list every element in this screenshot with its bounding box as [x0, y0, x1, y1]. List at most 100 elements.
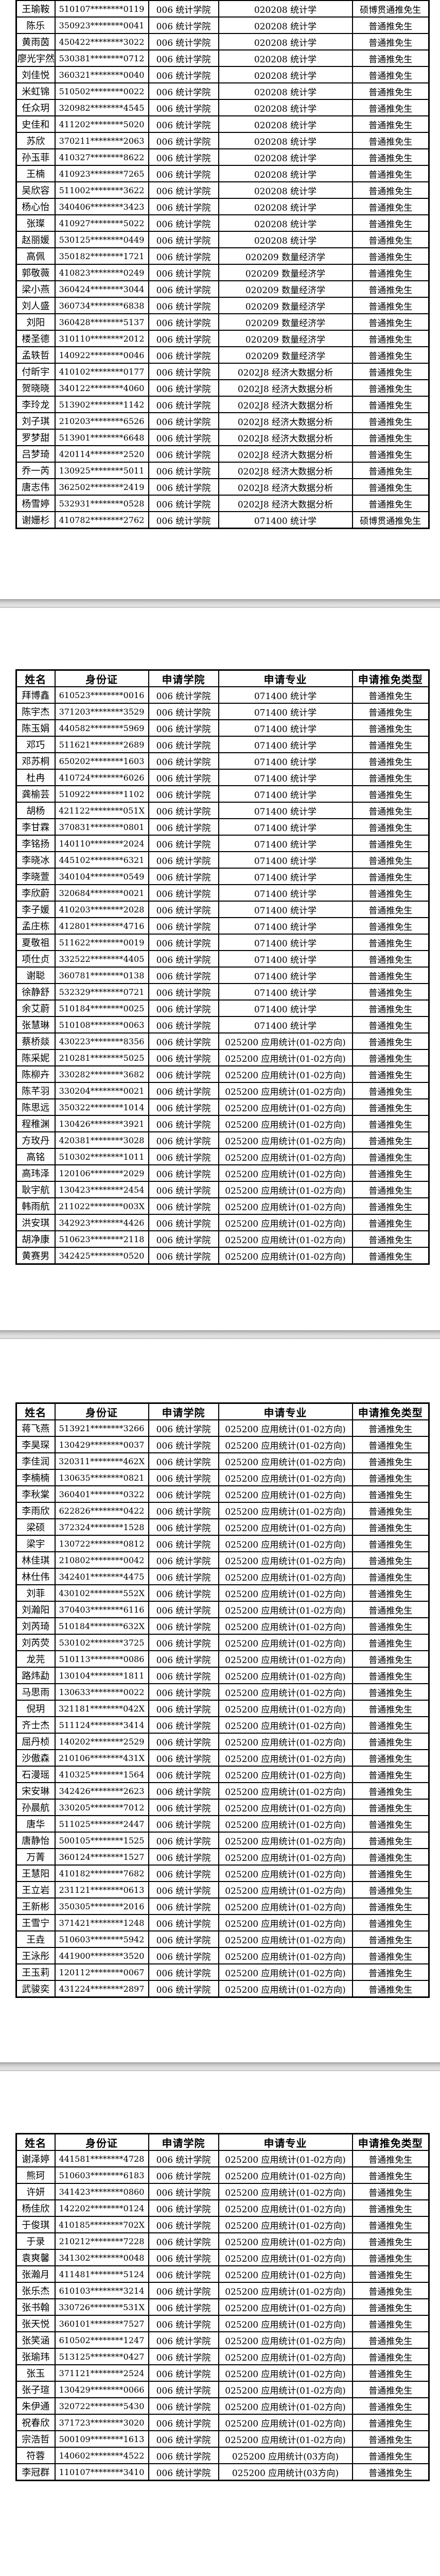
- name-cell: 方玫丹: [15, 1131, 56, 1149]
- major-cell: 025200 应用统计(01-02方向): [218, 1502, 353, 1519]
- college-cell: 006 统计学院: [148, 379, 219, 397]
- id-number-cell: 440582********5969: [54, 719, 149, 737]
- id-number-cell: 350322********1014: [54, 1098, 149, 1116]
- name-cell: 张笑涵: [15, 2331, 56, 2349]
- exemption-type-cell: 普通推免生: [351, 478, 430, 496]
- college-cell: 006 统计学院: [148, 752, 219, 770]
- college-cell: 006 统计学院: [148, 983, 219, 1001]
- major-cell: 020209 数量经济学: [218, 313, 353, 331]
- exemption-type-cell: 普通推免生: [351, 2183, 430, 2200]
- major-cell: 071400 统计学: [218, 785, 353, 803]
- major-cell: 025200 应用统计(01-02方向): [218, 2430, 353, 2448]
- exemption-type-cell: 普通推免生: [351, 736, 430, 753]
- major-cell: 025200 应用统计(01-02方向): [218, 1065, 353, 1083]
- name-cell: 孙晨航: [15, 1799, 56, 1816]
- exemption-type-cell: 普通推免生: [351, 1865, 430, 1882]
- exemption-type-cell: 普通推免生: [351, 1881, 430, 1899]
- college-cell: 006 统计学院: [148, 736, 219, 753]
- major-cell: 025200 应用统计(03方向): [218, 2463, 353, 2481]
- table-row: 谢聪 360781********0138 006 统计学院 071400 统计学 普通…: [15, 967, 430, 984]
- college-cell: 006 统计学院: [148, 346, 219, 364]
- name-cell: 付昕宇: [15, 363, 56, 380]
- college-cell: 006 统计学院: [148, 2430, 219, 2448]
- college-cell: 006 统计学院: [148, 1584, 219, 1602]
- table-row: 刘阳 360428********5137 006 统计学院 020209 数量经济学…: [15, 313, 430, 331]
- id-number-cell: 142202********0124: [54, 2199, 149, 2217]
- exemption-type-cell: 普通推免生: [351, 802, 430, 819]
- college-cell: 006 统计学院: [148, 0, 219, 18]
- major-cell: 020208 统计学: [218, 115, 353, 133]
- id-number-cell: 362502********2419: [54, 478, 149, 496]
- column-header-id-number-cell: 身份证: [54, 1402, 149, 1420]
- college-cell: 006 统计学院: [148, 1131, 219, 1149]
- name-cell: 于俊琪: [15, 2216, 56, 2233]
- exemption-type-cell: 普通推免生: [351, 346, 430, 364]
- college-cell: 006 统计学院: [148, 703, 219, 720]
- table-row: 倪玥 321181********042X 006 统计学院 025200 应用统计(…: [15, 1700, 430, 1717]
- table-row: 张慧琳 510108********0063 006 统计学院 071400 统计学普…: [15, 1016, 430, 1033]
- college-cell: 006 统计学院: [148, 2282, 219, 2299]
- exemption-type-cell: 普通推免生: [351, 429, 430, 446]
- table-row: 王玉莉 120112********0067 006 统计学院 025200 应用统计…: [15, 1963, 430, 1981]
- major-cell: 0202J8 经济大数据分析: [218, 396, 353, 413]
- name-cell: 李子媛: [15, 901, 56, 918]
- major-cell: 071400 统计学: [218, 736, 353, 753]
- id-number-cell: 140602********4522: [54, 2447, 149, 2464]
- id-number-cell: 441900********3520: [54, 1947, 149, 1964]
- id-number-cell: 320311********462X: [54, 1452, 149, 1470]
- id-number-cell: 450422********3022: [54, 33, 149, 50]
- exemption-type-cell: 普通推免生: [351, 2414, 430, 2431]
- table-row: 龙芫 510113********0086 006 统计学院 025200 应用统计(…: [15, 1650, 430, 1668]
- exemption-type-cell: 普通推免生: [351, 181, 430, 199]
- name-cell: 李昊琛: [15, 1436, 56, 1453]
- major-cell: 071400 统计学: [218, 703, 353, 720]
- table-row: 郭敬薇 410823********0249 006 统计学院 020209 数量经济…: [15, 264, 430, 281]
- major-cell: 071400 统计学: [218, 983, 353, 1001]
- id-number-cell: 371121********2524: [54, 2364, 149, 2382]
- table-row: 孙晨航 330205********7012 006 统计学院 025200 应用统计…: [15, 1799, 430, 1816]
- name-cell: 张瀚月: [15, 2265, 56, 2283]
- college-cell: 006 统计学院: [148, 1634, 219, 1651]
- major-cell: 025200 应用统计(01-02方向): [218, 1247, 353, 1265]
- college-cell: 006 统计学院: [148, 363, 219, 380]
- name-cell: 陈玉娟: [15, 719, 56, 737]
- college-cell: 006 统计学院: [148, 1865, 219, 1882]
- major-cell: 025200 应用统计(01-02方向): [218, 1650, 353, 1668]
- table-row: 李雨欣 622826********0422 006 统计学院 025200 应用统计…: [15, 1502, 430, 1519]
- exemption-type-cell: 普通推免生: [351, 1247, 430, 1265]
- exemption-type-cell: 普通推免生: [351, 835, 430, 852]
- table-row: 梁小燕 360424********3044 006 统计学院 020209 数量经济…: [15, 280, 430, 298]
- table-row: 杨佳欣 142202********0124 006 统计学院 025200 应用统计…: [15, 2199, 430, 2217]
- table-row: 王瑜鞍 510107********0119 006 统计学院 020208 统计学硕…: [15, 0, 430, 18]
- college-cell: 006 统计学院: [148, 1930, 219, 1948]
- major-cell: 071400 统计学: [218, 511, 353, 529]
- major-cell: 025200 应用统计(01-02方向): [218, 1782, 353, 1800]
- table-row: 许妍 341423********0860 006 统计学院 025200 应用统计(…: [15, 2183, 430, 2200]
- exemption-type-cell: 普通推免生: [351, 983, 430, 1001]
- college-cell: 006 统计学院: [148, 2232, 219, 2250]
- id-number-cell: 130423********2454: [54, 1181, 149, 1198]
- id-number-cell: 370403********6116: [54, 1601, 149, 1618]
- major-cell: 025200 应用统计(01-02方向): [218, 1551, 353, 1569]
- name-cell: 李欣蔚: [15, 884, 56, 902]
- major-cell: 025200 应用统计(01-02方向): [218, 1634, 353, 1651]
- college-cell: 006 统计学院: [148, 1436, 219, 1453]
- exemption-type-cell: 普通推免生: [351, 2282, 430, 2299]
- exemption-type-cell: 普通推免生: [351, 934, 430, 951]
- exemption-type-cell: 普通推免生: [351, 1799, 430, 1816]
- id-number-cell: 342426********2623: [54, 1782, 149, 1800]
- exemption-type-cell: 普通推免生: [351, 1148, 430, 1165]
- name-cell: 许妍: [15, 2183, 56, 2200]
- id-number-cell: 410823********0249: [54, 264, 149, 281]
- college-cell: 006 统计学院: [148, 1782, 219, 1800]
- name-cell: 项仕贞: [15, 950, 56, 968]
- name-cell: 刘子琪: [15, 412, 56, 430]
- major-cell: 025200 应用统计(01-02方向): [218, 2331, 353, 2349]
- exemption-type-cell: 普通推免生: [351, 1832, 430, 1849]
- major-cell: 025200 应用统计(01-02方向): [218, 1749, 353, 1767]
- college-cell: 006 统计学院: [148, 719, 219, 737]
- id-number-cell: 360101********7527: [54, 2315, 149, 2332]
- major-cell: 025200 应用统计(01-02方向): [218, 2232, 353, 2250]
- page-separator: [0, 599, 440, 608]
